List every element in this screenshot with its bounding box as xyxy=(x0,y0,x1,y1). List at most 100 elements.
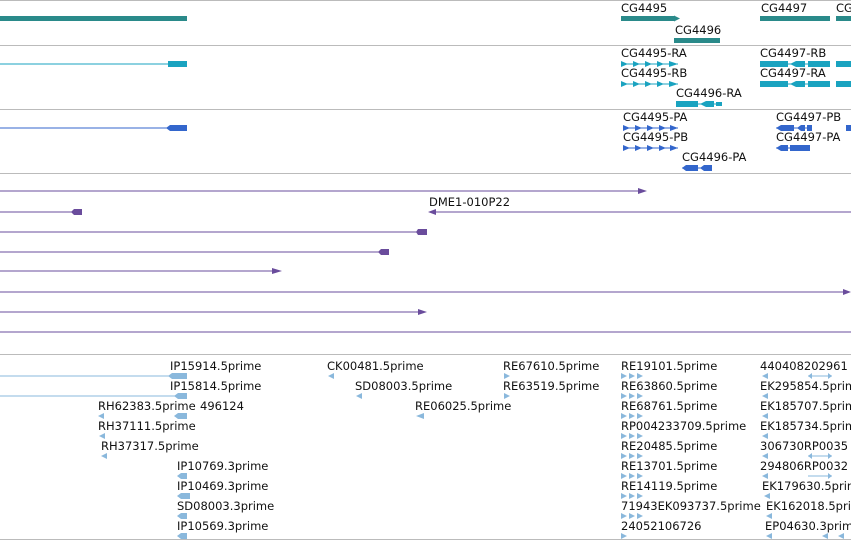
protein-feature-partial-right[interactable] xyxy=(846,125,851,131)
est-feature[interactable]: EK179630.5prime xyxy=(762,479,851,499)
clone-feature-row1[interactable] xyxy=(0,188,647,194)
est-feature[interactable]: RE63519.5prime xyxy=(503,379,599,399)
est-feature[interactable]: EK185707.5prime xyxy=(760,399,851,419)
est-feature[interactable]: EP04630.3prime xyxy=(765,519,851,539)
protein-label: CG4497-PB xyxy=(776,110,841,124)
est-feature[interactable]: IP10569.3prime xyxy=(177,519,268,539)
est-feature[interactable]: RE67610.5prime xyxy=(503,359,599,379)
est-mark xyxy=(637,393,643,399)
protein-exon xyxy=(776,125,794,131)
est-feature[interactable]: 306730RP0035 xyxy=(760,439,848,459)
transcript-exon xyxy=(700,101,714,107)
est-feature[interactable]: IP15914.5prime xyxy=(0,359,261,379)
est-feature[interactable]: RP004233709.5prime xyxy=(621,419,746,439)
est-label: RH37111.5prime xyxy=(98,419,196,433)
clone-feature-dme1-010p22[interactable]: DME1-010P22 xyxy=(428,195,851,215)
transcript-label: CG4495-RA xyxy=(621,46,687,60)
clone-feature-row2a[interactable] xyxy=(0,209,82,215)
clone-feature-row3[interactable] xyxy=(0,229,427,235)
gene-feature-cg4495[interactable]: CG4495 xyxy=(621,1,680,22)
est-label: RE19101.5prime xyxy=(621,359,717,373)
est-feature[interactable]: RE13701.5prime xyxy=(621,459,717,479)
est-feature[interactable]: RH37317.5prime xyxy=(101,439,199,459)
est-mark xyxy=(621,373,627,379)
est-feature[interactable]: IP10769.3prime xyxy=(177,459,268,479)
protein-exon xyxy=(700,165,712,171)
est-feature[interactable]: SD08003.5prime xyxy=(355,379,452,399)
clone-feature-row7[interactable] xyxy=(0,309,427,315)
gene-track: CG4495 CG4496 CG4497 CG xyxy=(0,1,851,43)
est-feature[interactable]: RE63860.5prime xyxy=(621,379,717,399)
est-feature[interactable]: RE19101.5prime xyxy=(621,359,717,379)
transcript-feature-cg4495-rb[interactable]: CG4495-RB xyxy=(621,66,687,87)
transcript-feature-cg4496-ra[interactable]: CG4496-RA xyxy=(676,86,742,107)
est-mark xyxy=(629,413,635,419)
est-mark xyxy=(629,493,635,499)
est-mark xyxy=(629,513,635,519)
clone-arrow xyxy=(416,229,427,235)
est-feature[interactable]: RH62383.5prime xyxy=(98,399,196,419)
est-track: IP15914.5prime CK00481.5prime RE67610.5p… xyxy=(0,359,851,539)
protein-feature-cg4495-pb[interactable]: CG4495-PB xyxy=(623,130,688,151)
transcript-feature-cg4495-ra[interactable]: CG4495-RA xyxy=(621,46,687,67)
est-feature[interactable]: RE68761.5prime xyxy=(621,399,717,419)
est-feature[interactable]: 496124 xyxy=(174,399,244,419)
gene-bar xyxy=(621,16,674,21)
est-mark xyxy=(762,393,768,399)
est-feature[interactable]: RE14119.5prime xyxy=(621,479,717,499)
gene-feature-cg4496[interactable]: CG4496 xyxy=(674,23,721,43)
est-feature[interactable]: RE06025.5prime xyxy=(415,399,511,419)
est-label: 496124 xyxy=(200,399,244,413)
clone-feature-row6[interactable] xyxy=(0,289,851,295)
protein-exon xyxy=(846,125,851,131)
est-mark xyxy=(621,513,627,519)
transcript-exon xyxy=(633,81,640,87)
est-feature[interactable]: EK162018.5prime xyxy=(766,499,851,519)
transcript-exon xyxy=(669,61,678,67)
clone-feature-row5[interactable] xyxy=(0,268,282,274)
transcript-feature-left[interactable] xyxy=(0,61,187,67)
est-feature[interactable]: EK295854.5prime xyxy=(760,379,851,399)
protein-exon xyxy=(776,145,788,151)
gene-feature-left[interactable] xyxy=(0,16,187,21)
protein-feature-cg4497-pb[interactable]: CG4497-PB xyxy=(776,110,841,131)
transcript-exon xyxy=(657,81,664,87)
est-feature[interactable]: 294806RP0032 xyxy=(760,459,848,479)
est-feature[interactable]: 440408202961 xyxy=(760,359,848,379)
est-feature[interactable]: RH37111.5prime xyxy=(98,419,196,439)
est-feature[interactable]: CK00481.5prime xyxy=(327,359,424,379)
transcript-feature-cg4497-ra[interactable]: CG4497-RA xyxy=(760,66,830,87)
est-feature[interactable]: 24052106726 xyxy=(621,519,701,539)
protein-feature-cg4495-pa[interactable]: CG4495-PA xyxy=(623,110,688,131)
est-feature[interactable]: EK185734.5prime xyxy=(760,419,851,439)
est-mark xyxy=(762,433,768,439)
protein-feature-cg4496-pa[interactable]: CG4496-PA xyxy=(682,150,747,171)
est-mark xyxy=(762,473,768,479)
est-mark xyxy=(808,373,812,379)
protein-feature-left[interactable] xyxy=(0,125,187,131)
est-feature[interactable]: 71943EK093737.5prime xyxy=(621,499,761,519)
est-mark xyxy=(177,473,187,479)
est-mark xyxy=(621,393,627,399)
gene-feature-cg-partial[interactable]: CG xyxy=(836,1,851,21)
transcript-exon xyxy=(621,61,628,67)
est-feature[interactable]: RE20485.5prime xyxy=(621,439,717,459)
est-label: RE67610.5prime xyxy=(503,359,599,373)
est-feature[interactable]: SD08003.3prime xyxy=(177,499,274,519)
transcript-feature-cg4497-rb[interactable]: CG4497-RB xyxy=(760,46,830,67)
est-mark xyxy=(828,453,832,459)
est-label: EK179630.5prime xyxy=(762,479,851,493)
protein-exon xyxy=(647,125,654,131)
gene-feature-cg4497[interactable]: CG4497 xyxy=(760,1,830,21)
est-feature[interactable]: IP15814.5prime xyxy=(0,379,261,399)
est-feature[interactable]: IP10469.3prime xyxy=(177,479,268,499)
est-label: EP04630.3prime xyxy=(765,519,851,533)
transcript-exon xyxy=(808,81,830,87)
clone-feature-row4[interactable] xyxy=(0,249,389,255)
protein-feature-cg4497-pa[interactable]: CG4497-PA xyxy=(776,130,841,151)
est-mark xyxy=(808,453,812,459)
transcript-exon xyxy=(645,81,652,87)
est-label: EK185707.5prime xyxy=(760,399,851,413)
transcript-feature-partial-right[interactable] xyxy=(836,61,851,87)
est-label: EK185734.5prime xyxy=(760,419,851,433)
